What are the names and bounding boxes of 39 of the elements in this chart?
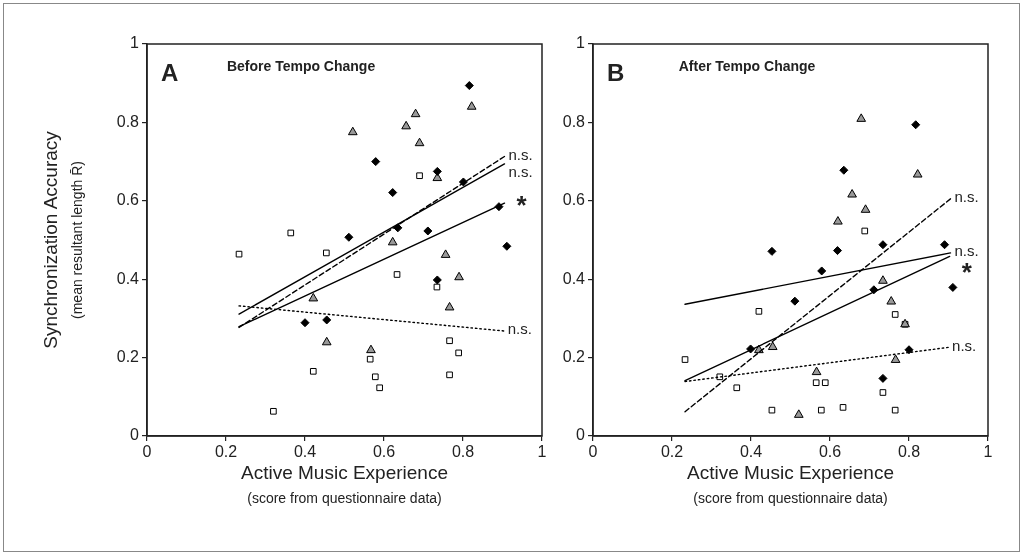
x-axis-title: Active Music Experience (score from questionnaire data) (687, 462, 894, 506)
x-tick-label: 0.6 (818, 443, 842, 461)
annotation: n.s. (508, 162, 533, 180)
y-tick-label: 0.2 (116, 348, 140, 366)
y-tick-label: 0.4 (116, 269, 140, 287)
x-tick-label: 0 (588, 443, 598, 461)
x-tick-label: 0.4 (293, 443, 317, 461)
y-tick-label: 0.2 (562, 348, 586, 366)
x-tick-label: 0.2 (214, 443, 238, 461)
text: Before Tempo Change (226, 57, 376, 74)
y-tick-label: 1 (576, 34, 586, 52)
x-tick-label: 0.8 (897, 443, 921, 461)
annotation: n.s. (954, 242, 979, 260)
annotation: n.s. (954, 187, 979, 205)
y-axis-title: Synchronization Accuracy (mean resultant length R̄) (40, 130, 85, 349)
y-tick-label: 0.8 (562, 112, 586, 130)
annotation: * (961, 257, 973, 288)
annotation: n.s. (952, 336, 977, 354)
annotation: B (607, 58, 625, 86)
annotation: n.s. (508, 145, 533, 163)
y-tick-label: 0.8 (116, 112, 140, 130)
x-tick-label: 0 (142, 443, 152, 461)
x-tick-label: 1 (983, 443, 993, 461)
y-tick-label: 0.6 (116, 191, 140, 209)
annotation: n.s. (507, 320, 532, 338)
y-tick-label: 0 (130, 426, 140, 444)
x-tick-label: 0.6 (372, 443, 396, 461)
x-axis-title: Active Music Experience (score from questionnaire data) (241, 462, 448, 506)
text: After Tempo Change (678, 57, 816, 74)
x-tick-label: 0.4 (739, 443, 763, 461)
x-tick-label: 0.8 (451, 443, 475, 461)
x-tick-label: 1 (537, 443, 547, 461)
y-tick-label: 0 (576, 426, 586, 444)
x-tick-label: 0.2 (660, 443, 684, 461)
y-tick-label: 0.4 (562, 269, 586, 287)
annotation: * (516, 190, 528, 221)
y-tick-label: 0.6 (562, 191, 586, 209)
y-tick-label: 1 (130, 34, 140, 52)
annotation: A (161, 58, 179, 86)
